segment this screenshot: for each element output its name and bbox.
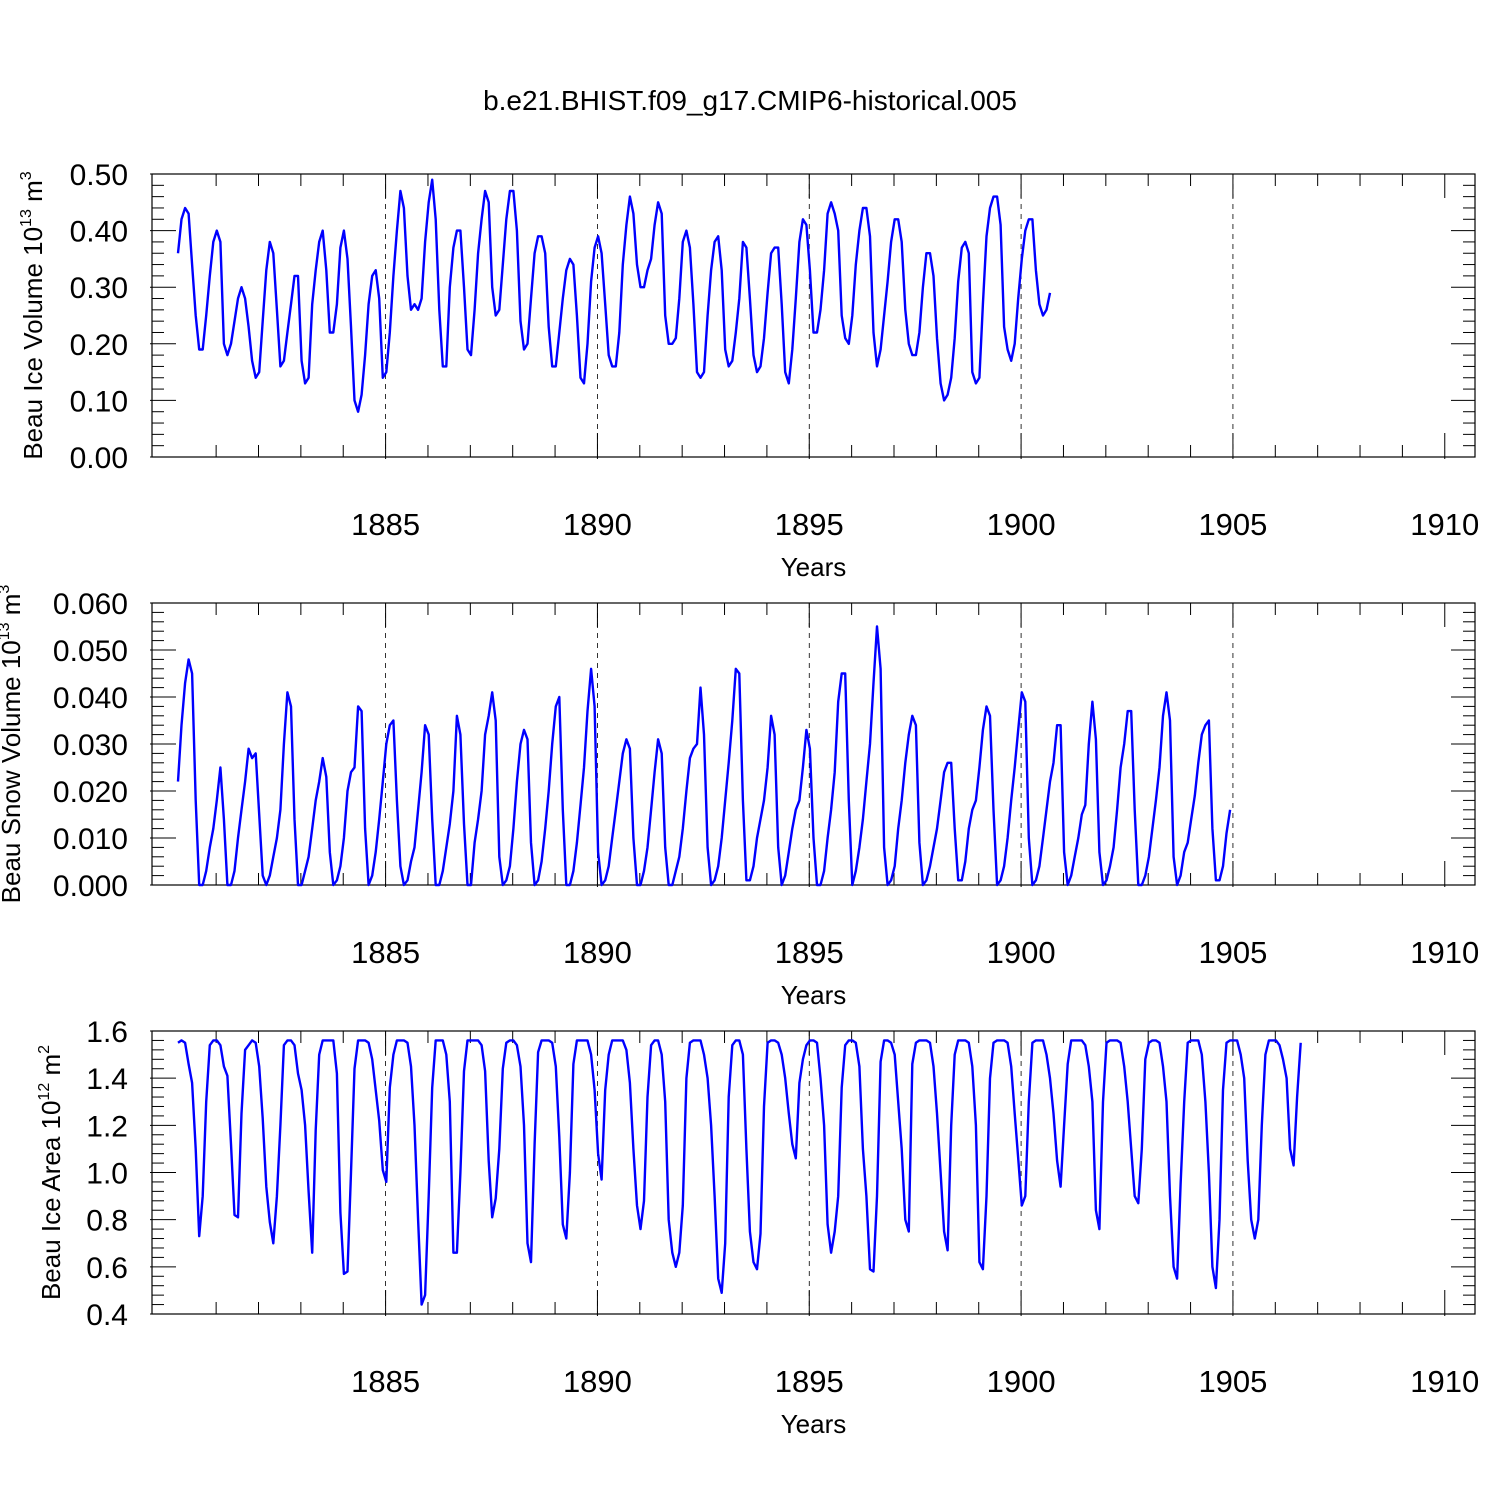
y-axis-label-exponent: 13	[0, 622, 13, 640]
panel-snow-volume: 0.000 0.010 0.020 0.030 0.040 0.050 0.060 1885 1…	[0, 585, 1479, 1010]
x-tick-label: 1885	[351, 935, 420, 970]
y-tick-label: 0.030	[53, 729, 128, 762]
y-tick-label: 0.10	[70, 385, 128, 418]
y-tick-label: 1.6	[86, 1016, 128, 1049]
panel-ice-volume: 0.00 0.10 0.20 0.30 0.40 0.50 1885 1890 1895 1900…	[18, 159, 1479, 582]
y-axis-label-exponent: 13	[18, 209, 35, 227]
x-tick-label: 1900	[987, 1364, 1056, 1399]
x-tick-label: 1905	[1198, 1364, 1267, 1399]
series-line-ice-area	[177, 1039, 1302, 1306]
y-axis-label-unit: m	[18, 180, 48, 209]
y-tick-label: 0.40	[70, 216, 128, 249]
y-tick-label: 0.00	[70, 442, 128, 475]
y-axis-label-unit-exponent: 3	[18, 171, 35, 180]
y-tick-label: 0.6	[86, 1252, 128, 1285]
x-tick-label: 1895	[775, 1364, 844, 1399]
x-tick-label: 1890	[563, 507, 632, 542]
y-tick-label: 0.040	[53, 682, 128, 715]
y-tick-label: 0.4	[86, 1299, 128, 1332]
y-tick-label: 0.020	[53, 776, 128, 809]
series-line-ice-volume	[176, 178, 1052, 413]
y-axis-label: Beau Snow Volume 1013 m3	[0, 585, 26, 904]
y-tick-label: 0.060	[53, 588, 128, 621]
y-tick-label: 1.0	[86, 1158, 128, 1191]
x-tick-label: 1890	[563, 1364, 632, 1399]
y-axis-label-unit-exponent: 2	[36, 1045, 53, 1054]
y-tick-label: 0.50	[70, 159, 128, 192]
x-tick-label: 1895	[775, 935, 844, 970]
plot-frame	[151, 173, 1476, 458]
panel-ice-area: 0.4 0.6 0.8 1.0 1.2 1.4 1.6 1885 1890 1895 1900 190…	[36, 1016, 1479, 1439]
y-tick-label: 0.010	[53, 823, 128, 856]
series-line-snow-volume	[176, 625, 1232, 887]
y-tick-label: 0.8	[86, 1205, 128, 1238]
y-axis-label: Beau Ice Volume 1013 m3	[18, 171, 48, 459]
panels: 0.00 0.10 0.20 0.30 0.40 0.50 1885 1890 1895 1900…	[0, 159, 1479, 1439]
y-tick-label: 0.050	[53, 635, 128, 668]
x-axis-label: Years	[781, 1409, 847, 1439]
y-axis-label-main: Beau Snow Volume 10	[0, 640, 26, 903]
y-axis-label-unit: m	[0, 594, 26, 623]
y-axis-label-unit-exponent: 3	[0, 585, 13, 594]
x-tick-label: 1895	[775, 507, 844, 542]
x-tick-label: 1905	[1198, 935, 1267, 970]
y-tick-label: 0.20	[70, 329, 128, 362]
x-tick-label: 1910	[1410, 1364, 1479, 1399]
y-axis-label: Beau Ice Area 1012 m2	[36, 1045, 66, 1300]
x-tick-label: 1910	[1410, 935, 1479, 970]
figure-title: b.e21.BHIST.f09_g17.CMIP6-historical.005	[483, 85, 1017, 116]
x-axis-label: Years	[781, 552, 847, 582]
y-axis-label-main: Beau Ice Area 10	[36, 1101, 66, 1300]
x-tick-label: 1885	[351, 507, 420, 542]
x-tick-label: 1905	[1198, 507, 1267, 542]
x-tick-label: 1885	[351, 1364, 420, 1399]
y-axis-label-exponent: 12	[36, 1083, 53, 1101]
y-tick-label: 0.000	[53, 870, 128, 903]
x-tick-label: 1890	[563, 935, 632, 970]
y-axis-label-main: Beau Ice Volume 10	[18, 227, 48, 460]
x-tick-label: 1900	[987, 935, 1056, 970]
y-axis-label-unit: m	[36, 1054, 66, 1083]
y-tick-label: 1.2	[86, 1110, 128, 1143]
x-tick-label: 1910	[1410, 507, 1479, 542]
y-tick-label: 1.4	[86, 1063, 128, 1096]
x-axis-label: Years	[781, 980, 847, 1010]
y-tick-label: 0.30	[70, 272, 128, 305]
x-tick-label: 1900	[987, 507, 1056, 542]
